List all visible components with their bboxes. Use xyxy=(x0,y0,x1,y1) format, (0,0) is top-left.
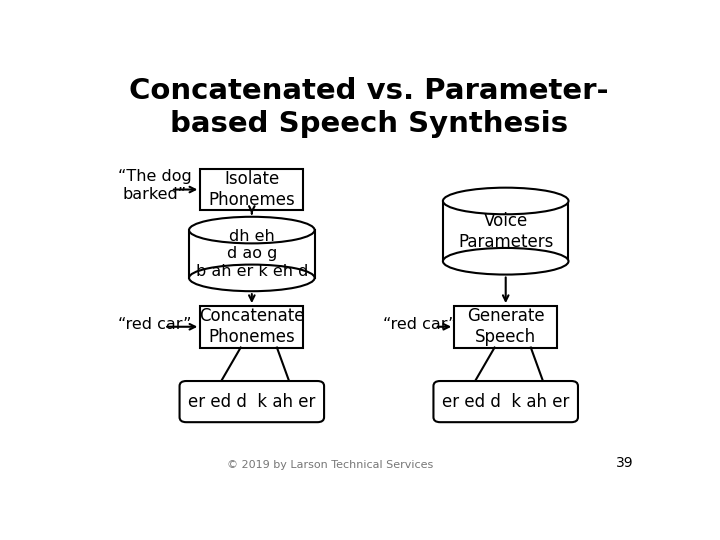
Bar xyxy=(200,169,303,211)
Bar xyxy=(454,306,557,348)
Text: “red car”: “red car” xyxy=(383,317,456,332)
Bar xyxy=(200,306,303,348)
Text: Concatenate
Phonemes: Concatenate Phonemes xyxy=(199,307,305,346)
Text: Generate
Speech: Generate Speech xyxy=(467,307,544,346)
Text: er ed d  k ah er: er ed d k ah er xyxy=(442,393,570,410)
Text: Isolate
Phonemes: Isolate Phonemes xyxy=(209,170,295,209)
Text: er ed d  k ah er: er ed d k ah er xyxy=(188,393,315,410)
Bar xyxy=(443,201,569,261)
Ellipse shape xyxy=(189,265,315,291)
Text: “The dog
barked”: “The dog barked” xyxy=(118,169,192,201)
Ellipse shape xyxy=(189,217,315,244)
Ellipse shape xyxy=(443,248,569,274)
Text: © 2019 by Larson Technical Services: © 2019 by Larson Technical Services xyxy=(227,460,433,470)
FancyBboxPatch shape xyxy=(179,381,324,422)
FancyBboxPatch shape xyxy=(433,381,578,422)
Ellipse shape xyxy=(443,188,569,214)
Bar xyxy=(189,230,315,278)
Text: dh eh
d ao g
b ah er k eh d: dh eh d ao g b ah er k eh d xyxy=(196,229,308,279)
Text: Concatenated vs. Parameter-
based Speech Synthesis: Concatenated vs. Parameter- based Speech… xyxy=(129,77,609,138)
Text: Voice
Parameters: Voice Parameters xyxy=(458,212,554,251)
Text: 39: 39 xyxy=(616,456,634,470)
Text: “red car”: “red car” xyxy=(118,317,192,332)
